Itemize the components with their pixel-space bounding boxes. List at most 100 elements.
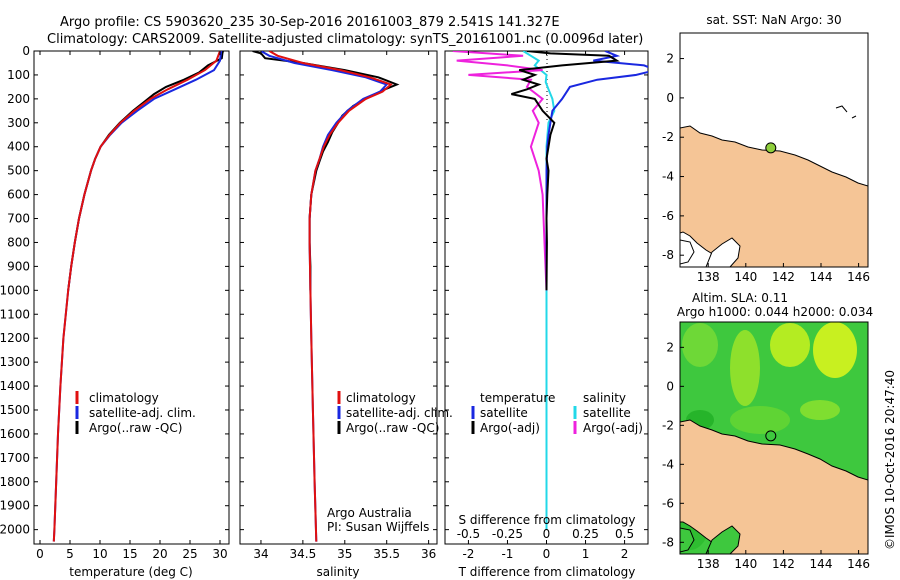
depth-tick-label: 1800 xyxy=(0,475,30,489)
depth-tick-label: 200 xyxy=(7,92,30,106)
x-tick-label: 25 xyxy=(182,547,197,561)
s-diff-tick-label: 0 xyxy=(543,527,551,541)
x-tick-label: 34.5 xyxy=(290,547,317,561)
new-guinea-landmass xyxy=(680,419,868,554)
map-lon-label: 146 xyxy=(847,557,870,571)
temperature-legend: climatology satellite-adj. clim. Argo(..… xyxy=(75,391,196,435)
map-lon-label: 142 xyxy=(772,557,795,571)
map-lon-label: 146 xyxy=(847,270,870,284)
s-diff-tick-label: 0.25 xyxy=(572,527,599,541)
legend-satellite-adj: satellite-adj. clim. xyxy=(346,406,453,420)
difference-xlabel-top: S difference from climatology xyxy=(459,513,636,527)
sla-map-subtitle: Argo h1000: 0.044 h2000: 0.034 xyxy=(677,305,873,319)
x-tick-label: 2 xyxy=(621,547,629,561)
header-line1: Argo profile: CS 5903620_235 30-Sep-2016… xyxy=(60,15,560,30)
depth-tick-label: 1500 xyxy=(0,403,30,417)
sla-blob xyxy=(800,400,840,420)
map-lon-label: 140 xyxy=(734,557,757,571)
depth-tick-label: 800 xyxy=(7,235,30,249)
series-line-sal_argo xyxy=(452,51,548,291)
map-lat-label: -6 xyxy=(662,209,674,223)
depth-tick-label: 900 xyxy=(7,259,30,273)
x-tick-label: 34 xyxy=(253,547,268,561)
map-lon-label: 142 xyxy=(772,270,795,284)
depth-tick-label: 0 xyxy=(22,44,30,58)
legend-t-satellite: satellite xyxy=(480,406,528,420)
depth-tick-label: 2000 xyxy=(0,523,30,537)
depth-tick-label: 300 xyxy=(7,116,30,130)
sla-blob xyxy=(770,323,810,367)
x-tick-label: 0 xyxy=(543,547,551,561)
salinity-plot-frame xyxy=(239,50,438,545)
difference-xlabel-bottom: T difference from climatology xyxy=(458,565,636,579)
depth-tick-label: 1000 xyxy=(0,283,30,297)
x-tick-label: 30 xyxy=(212,547,227,561)
s-diff-tick-label: -0.25 xyxy=(492,527,523,541)
sla-blob xyxy=(813,322,857,378)
map-lat-label: 0 xyxy=(666,91,674,105)
difference-panel: -2 -1 0 1 2 -0.5 -0.25 0 0.25 0.5 T difference fr… xyxy=(444,50,649,579)
argo-float-marker xyxy=(765,142,777,154)
island-small xyxy=(680,527,695,553)
sla-map-title: Altim. SLA: 0.11 xyxy=(692,291,788,305)
salinity-xlabel: salinity xyxy=(316,565,359,579)
legend-s-argo: Argo(-adj) xyxy=(583,421,643,435)
series-line-climatology xyxy=(268,51,393,542)
depth-tick-label: 700 xyxy=(7,212,30,226)
coast-detail xyxy=(835,105,857,119)
s-diff-tick-label: 0.5 xyxy=(615,527,634,541)
x-tick-label: 35 xyxy=(337,547,352,561)
x-tick-label: 35.5 xyxy=(373,547,400,561)
series-line-climatology xyxy=(52,51,221,542)
sst-map-title: sat. SST: NaN Argo: 30 xyxy=(706,13,841,27)
legend-climatology: climatology xyxy=(89,391,159,405)
salinity-legend: climatology satellite-adj. clim. Argo(..… xyxy=(337,391,453,435)
map-lon-label: 140 xyxy=(734,270,757,284)
depth-tick-label: 1400 xyxy=(0,379,30,393)
map-lat-label: -6 xyxy=(662,496,674,510)
island-small xyxy=(680,239,695,265)
temperature-panel: 0 5 10 15 20 25 300100200300400500600700800900… xyxy=(0,44,230,579)
x-tick-label: 15 xyxy=(122,547,137,561)
series-line-satellite xyxy=(260,51,389,542)
series-line-satellite xyxy=(545,51,648,291)
depth-tick-label: 600 xyxy=(7,188,30,202)
map-lat-label: -2 xyxy=(662,418,674,432)
sst-map-frame xyxy=(679,32,869,268)
legend-climatology: climatology xyxy=(346,391,416,405)
series-line-argo xyxy=(511,51,620,291)
imos-credit: ©IMOS 10-Oct-2016 20:47:40 xyxy=(883,370,897,550)
map-lon-label: 144 xyxy=(810,557,833,571)
series-line-satellite xyxy=(52,51,223,542)
legend-temperature-title: temperature xyxy=(480,391,555,405)
legend-satellite-adj: satellite-adj. clim. xyxy=(89,406,196,420)
map-lat-label: -8 xyxy=(662,248,674,262)
map-lat-label: -4 xyxy=(662,457,674,471)
x-tick-label: 20 xyxy=(152,547,167,561)
map-lon-label: 138 xyxy=(697,270,720,284)
island-green xyxy=(705,525,741,554)
legend-s-satellite: satellite xyxy=(583,406,631,420)
legend-argo: Argo(..raw -QC) xyxy=(89,421,182,435)
depth-tick-label: 1900 xyxy=(0,499,30,513)
depth-tick-label: 1700 xyxy=(0,451,30,465)
new-guinea-landmass xyxy=(680,125,868,267)
depth-tick-label: 1200 xyxy=(0,331,30,345)
depth-tick-label: 100 xyxy=(7,68,30,82)
map-lat-label: 0 xyxy=(666,379,674,393)
x-tick-label: 10 xyxy=(92,547,107,561)
map-lat-label: 2 xyxy=(666,340,674,354)
map-lat-label: -2 xyxy=(662,130,674,144)
island-outline xyxy=(705,237,741,267)
legend-argo: Argo(..raw -QC) xyxy=(346,421,439,435)
x-tick-label: 36 xyxy=(421,547,436,561)
temperature-plot-frame xyxy=(33,50,230,545)
x-tick-label: 1 xyxy=(582,547,590,561)
difference-legend: temperature salinity satellite Argo(-adj… xyxy=(471,391,643,435)
depth-tick-label: 1100 xyxy=(0,307,30,321)
annotation-pi: PI: Susan Wijffels xyxy=(327,520,429,534)
map-lat-label: -8 xyxy=(662,535,674,549)
legend-t-argo: Argo(-adj) xyxy=(480,421,540,435)
sst-map: sat. SST: NaN Argo: 30 138 140 142 144 146 2 0… xyxy=(662,13,870,284)
